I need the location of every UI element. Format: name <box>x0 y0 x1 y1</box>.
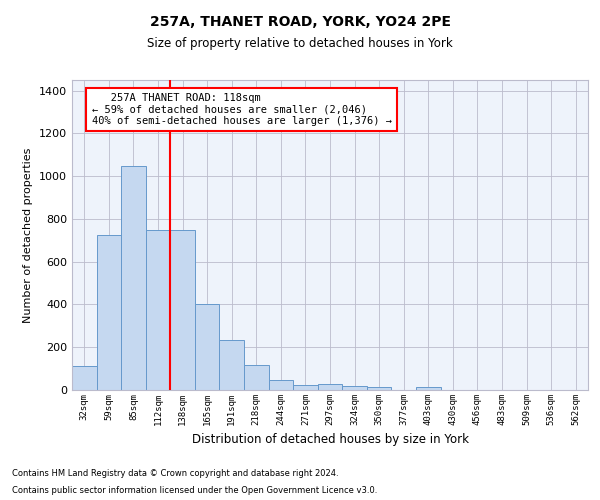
Bar <box>293 384 318 390</box>
Text: Contains HM Land Registry data © Crown copyright and database right 2024.: Contains HM Land Registry data © Crown c… <box>12 468 338 477</box>
Bar <box>97 235 121 390</box>
Bar <box>72 366 97 390</box>
Bar <box>170 230 195 390</box>
Bar <box>342 386 367 390</box>
Y-axis label: Number of detached properties: Number of detached properties <box>23 148 34 322</box>
Text: Distribution of detached houses by size in York: Distribution of detached houses by size … <box>191 432 469 446</box>
Bar <box>367 387 391 390</box>
Bar <box>318 384 342 390</box>
Bar <box>146 230 170 390</box>
Text: Size of property relative to detached houses in York: Size of property relative to detached ho… <box>147 38 453 51</box>
Text: 257A, THANET ROAD, YORK, YO24 2PE: 257A, THANET ROAD, YORK, YO24 2PE <box>149 15 451 29</box>
Bar <box>195 304 220 390</box>
Bar <box>269 380 293 390</box>
Text: 257A THANET ROAD: 118sqm
← 59% of detached houses are smaller (2,046)
40% of sem: 257A THANET ROAD: 118sqm ← 59% of detach… <box>92 93 392 126</box>
Bar <box>244 366 269 390</box>
Bar <box>416 387 440 390</box>
Bar <box>220 340 244 390</box>
Bar <box>121 166 146 390</box>
Text: Contains public sector information licensed under the Open Government Licence v3: Contains public sector information licen… <box>12 486 377 495</box>
